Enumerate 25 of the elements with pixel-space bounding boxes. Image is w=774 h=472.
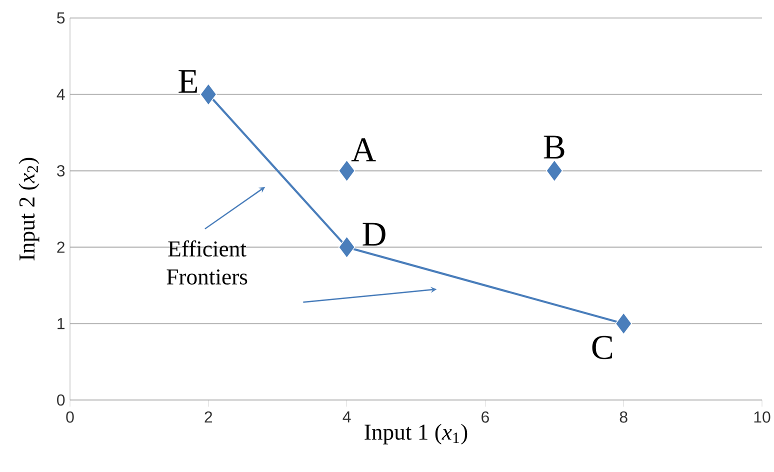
y-tick-label: 4 bbox=[56, 88, 65, 100]
y-tick-label: 2 bbox=[57, 242, 64, 253]
x-tick-label: 2 bbox=[204, 411, 212, 423]
y-tick-label: 0 bbox=[57, 394, 65, 406]
annotation: A bbox=[351, 138, 376, 162]
point bbox=[338, 236, 356, 258]
annotation: Efficient Frontiers bbox=[166, 240, 248, 285]
point bbox=[546, 160, 563, 182]
x-tick-label: 4 bbox=[342, 411, 351, 422]
x-axis-title: Input 1 (x$_{1}$) bbox=[364, 424, 468, 444]
x-tick-label: 6 bbox=[482, 411, 489, 423]
x-tick-label: 0 bbox=[66, 411, 74, 423]
x-tick-label: 8 bbox=[620, 411, 628, 423]
point bbox=[200, 83, 217, 106]
annotation: B bbox=[544, 136, 564, 159]
annotation: D bbox=[362, 222, 386, 246]
x-tick-label: 10 bbox=[754, 411, 770, 423]
annotation: C bbox=[592, 336, 612, 360]
y-axis-title: Input 2 (x$_{2}$) bbox=[18, 158, 40, 260]
point bbox=[615, 312, 632, 335]
point bbox=[338, 160, 356, 182]
y-tick-label: 5 bbox=[57, 12, 65, 24]
y-tick-label: 3 bbox=[57, 165, 65, 176]
annotation: E bbox=[178, 70, 198, 93]
y-tick-label: 1 bbox=[58, 318, 65, 330]
